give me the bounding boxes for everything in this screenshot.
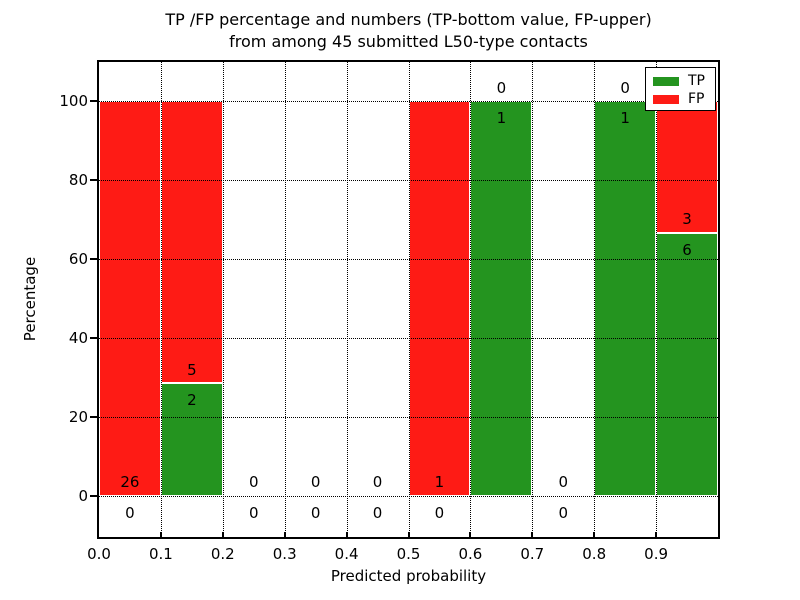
y-tick-mark	[90, 415, 97, 418]
y-tick-mark	[90, 100, 97, 103]
bar-segment-tp	[594, 101, 657, 496]
x-tick-label: 0.3	[272, 545, 297, 563]
fp-count-label: 0	[496, 79, 507, 98]
y-tick-label: 60	[68, 250, 88, 269]
legend-item-fp: FP	[653, 90, 709, 108]
bar-segment-fp	[160, 101, 223, 383]
gridline-vertical	[532, 62, 534, 537]
tp-legend-swatch	[653, 76, 679, 86]
x-tick-mark	[221, 532, 224, 537]
y-tick-mark	[90, 494, 97, 497]
fp-count-label: 0	[558, 473, 569, 492]
fp-count-label: 3	[682, 210, 692, 229]
chart-title-line1: TP /FP percentage and numbers (TP-bottom…	[165, 10, 652, 29]
y-tick-label: 0	[78, 486, 88, 505]
y-tick-mark	[90, 258, 97, 261]
gridline-vertical	[470, 62, 472, 537]
tp-count-label: 0	[125, 503, 135, 522]
gridline-vertical	[594, 62, 596, 537]
x-tick-label: 0.4	[334, 545, 359, 563]
tp-count-label: 0	[248, 503, 259, 522]
tp-count-label: 0	[558, 503, 569, 522]
x-tick-label: 0.8	[582, 545, 607, 563]
x-tick-mark	[531, 532, 534, 537]
bar-segment-tp	[656, 232, 718, 496]
fp-count-label: 1	[434, 473, 445, 492]
x-tick-mark	[469, 532, 472, 537]
y-tick-label: 20	[68, 407, 88, 426]
gridline-vertical	[656, 62, 658, 537]
y-tick-mark	[90, 336, 97, 339]
chart-title: TP /FP percentage and numbers (TP-bottom…	[97, 9, 720, 53]
y-tick-label: 100	[59, 92, 88, 111]
y-axis-label: Percentage	[21, 256, 39, 342]
gridline-vertical	[346, 62, 348, 537]
fp-legend-swatch	[653, 94, 679, 104]
x-tick-mark	[345, 532, 348, 537]
y-tick-label: 40	[68, 328, 88, 347]
bar-segment-fp	[99, 101, 161, 496]
x-tick-label: 0.5	[396, 545, 421, 563]
x-tick-label: 0.2	[210, 545, 235, 563]
tp-count-label: 6	[682, 240, 692, 259]
x-tick-label: 0.6	[458, 545, 483, 563]
tp-count-label: 1	[620, 109, 630, 128]
tp-count-label: 1	[496, 109, 507, 128]
bar-segment-tp	[470, 101, 533, 496]
fp-legend-label: FP	[688, 91, 705, 107]
fp-count-label: 0	[620, 79, 630, 98]
x-tick-mark	[159, 532, 162, 537]
gridline-vertical	[160, 62, 162, 537]
tp-legend-label: TP	[688, 73, 705, 89]
x-tick-label: 0.1	[148, 545, 173, 563]
bar-segment-tp	[160, 382, 223, 496]
x-tick-mark	[283, 532, 286, 537]
tp-count-label: 0	[310, 503, 321, 522]
gridline-vertical	[222, 62, 224, 537]
tp-count-label: 0	[434, 503, 445, 522]
legend: TP FP	[645, 67, 716, 111]
tp-count-label: 0	[372, 503, 383, 522]
y-tick-mark	[90, 179, 97, 182]
y-tick-label: 80	[68, 171, 88, 190]
x-tick-mark	[593, 532, 596, 537]
fp-count-label: 26	[120, 473, 140, 492]
x-tick-label: 0.7	[520, 545, 545, 563]
chart-title-line2: from among 45 submitted L50-type contact…	[229, 32, 588, 51]
bar-segment-fp	[408, 101, 471, 496]
fp-count-label: 0	[310, 473, 321, 492]
fp-count-label: 0	[248, 473, 259, 492]
legend-item-tp: TP	[653, 72, 709, 90]
fp-count-label: 5	[187, 360, 197, 379]
gridline-vertical	[284, 62, 286, 537]
tp-count-label: 2	[187, 390, 197, 409]
x-tick-mark	[407, 532, 410, 537]
x-tick-label: 0.9	[644, 545, 669, 563]
fp-count-label: 0	[372, 473, 383, 492]
gridline-vertical	[408, 62, 410, 537]
x-tick-label: 0.0	[87, 545, 111, 563]
plot-area: 26 0 5 2 0 0 0 0 0 0 1 0 0 1 0 0 0 1 3 6 TP FP	[90, 60, 720, 539]
x-tick-mark	[655, 532, 658, 537]
x-axis-label: Predicted probability	[330, 567, 487, 585]
